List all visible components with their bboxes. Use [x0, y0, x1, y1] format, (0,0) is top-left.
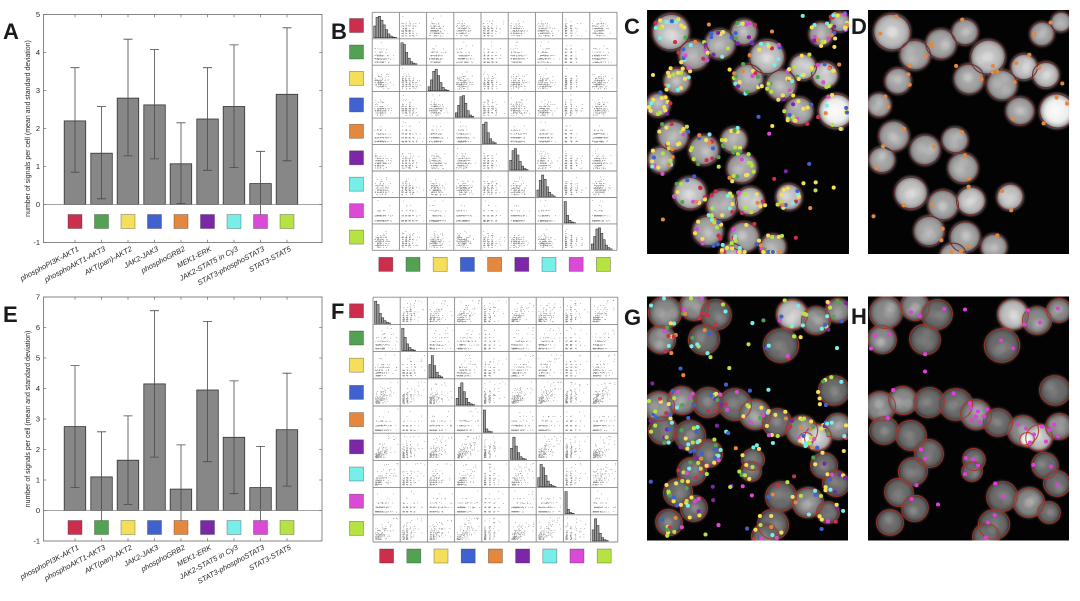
svg-text:G: G	[624, 305, 641, 330]
svg-text:A: A	[3, 19, 19, 44]
svg-text:2: 2	[36, 124, 40, 133]
svg-text:0: 0	[36, 200, 40, 209]
svg-text:D: D	[851, 14, 867, 39]
svg-text:2: 2	[36, 445, 40, 454]
svg-text:C: C	[624, 14, 640, 39]
svg-text:5: 5	[36, 354, 40, 363]
svg-text:7: 7	[36, 293, 40, 302]
svg-text:H: H	[851, 304, 867, 329]
svg-text:4: 4	[36, 48, 40, 57]
svg-text:6: 6	[36, 323, 40, 332]
svg-text:B: B	[331, 19, 347, 44]
svg-text:5: 5	[36, 10, 40, 19]
svg-text:1: 1	[36, 476, 40, 485]
svg-text:3: 3	[36, 86, 40, 95]
svg-text:-1: -1	[33, 537, 40, 546]
svg-text:4: 4	[36, 384, 40, 393]
svg-text:E: E	[3, 302, 18, 327]
svg-text:-1: -1	[33, 238, 40, 247]
svg-text:F: F	[331, 299, 344, 324]
svg-text:number of signals per cell (me: number of signals per cell (mean and sta…	[25, 331, 32, 508]
svg-text:number of signals per cell (me: number of signals per cell (mean and sta…	[25, 40, 32, 217]
svg-text:0: 0	[36, 506, 40, 515]
svg-text:1: 1	[36, 162, 40, 171]
svg-text:3: 3	[36, 415, 40, 424]
